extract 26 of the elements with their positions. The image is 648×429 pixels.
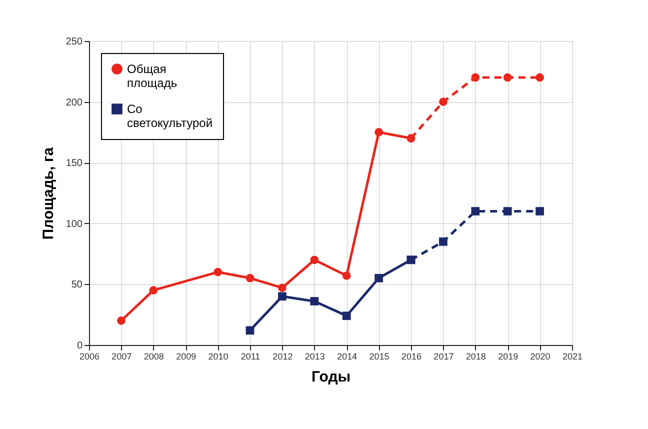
x-tick-label: 2008 xyxy=(144,352,164,362)
x-tick-label: 2021 xyxy=(562,352,583,362)
x-tick-label: 2009 xyxy=(176,352,196,362)
x-tick-label: 2010 xyxy=(208,352,228,362)
x-tick-label: 2006 xyxy=(79,352,100,362)
legend-label: Со светокультурой xyxy=(127,102,213,130)
x-tick-label: 2014 xyxy=(337,352,358,362)
x-tick-label: 2020 xyxy=(530,352,550,362)
x-tick-label: 2012 xyxy=(272,352,293,362)
y-tick-label: 200 xyxy=(66,97,83,108)
y-tick-label: 0 xyxy=(76,340,83,352)
x-tick-label: 2017 xyxy=(434,352,454,362)
x-tick-label: 2016 xyxy=(401,352,422,362)
y-axis-title: Площадь, га xyxy=(40,146,57,240)
y-tick-label: 100 xyxy=(66,218,83,230)
x-tick-label: 2013 xyxy=(304,352,325,362)
legend-label: Общая площадь xyxy=(127,62,178,90)
x-tick-label: 2015 xyxy=(369,352,390,362)
x-tick-label: 2007 xyxy=(112,352,132,362)
x-tick-label: 2018 xyxy=(466,352,486,362)
y-tick-label: 50 xyxy=(71,280,83,291)
x-tick-label: 2011 xyxy=(240,352,260,362)
y-tick-label: 150 xyxy=(66,158,83,170)
x-axis-title: Годы xyxy=(311,368,351,386)
y-tick-label: 250 xyxy=(66,36,83,48)
x-tick-label: 2019 xyxy=(498,352,518,362)
